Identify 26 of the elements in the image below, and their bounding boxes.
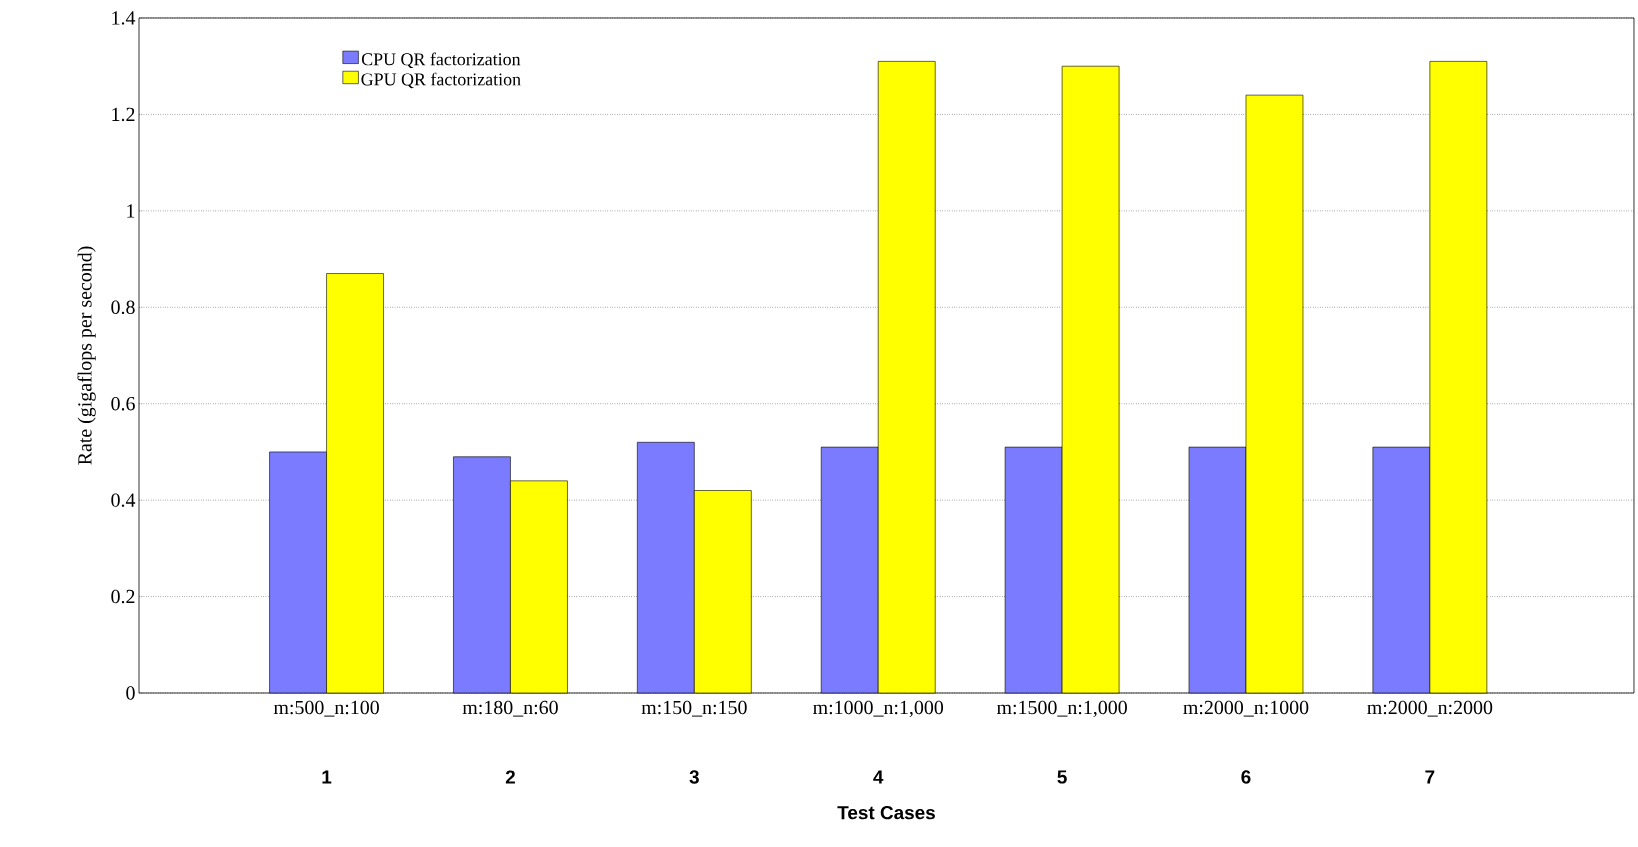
y-tick-label: 1.2 (112, 107, 135, 122)
x-tick-label: m:1000_n:1,000 (813, 700, 944, 718)
text: 4 (873, 770, 884, 784)
y-tick-label: 0.8 (111, 300, 135, 315)
x-tick-label: m:2000_n:2000 (1367, 700, 1493, 717)
text: 1 (322, 770, 332, 784)
x-tick-label: m:180_n:60 (462, 700, 558, 717)
y-tick-label: 1 (127, 204, 135, 218)
legend-label: CPU QR factorization (361, 52, 521, 69)
y-tick-label: 0 (126, 686, 135, 700)
text: 5 (1057, 770, 1067, 784)
text: 6 (1241, 770, 1251, 784)
legend-label: GPU QR factorization (361, 72, 521, 89)
y-tick-label: 1.4 (112, 11, 136, 25)
x-tick-label: m:2000_n:1000 (1183, 700, 1309, 717)
y-tick-label: 0.4 (111, 493, 136, 507)
x-axis-title: Test Cases (837, 805, 935, 820)
x-tick-label: m:150_n:150 (641, 700, 747, 717)
x-tick-label: m:1500_n:1,000 (996, 700, 1127, 718)
text: 2 (505, 770, 515, 784)
y-tick-label: 0.2 (111, 589, 135, 604)
text: 3 (689, 770, 699, 784)
x-tick-label: m:500_n:100 (273, 700, 379, 717)
y-tick-label: 0.6 (111, 396, 135, 411)
text: 7 (1425, 770, 1435, 784)
y-axis-title: Rate (gigaflops per second) (77, 246, 96, 465)
